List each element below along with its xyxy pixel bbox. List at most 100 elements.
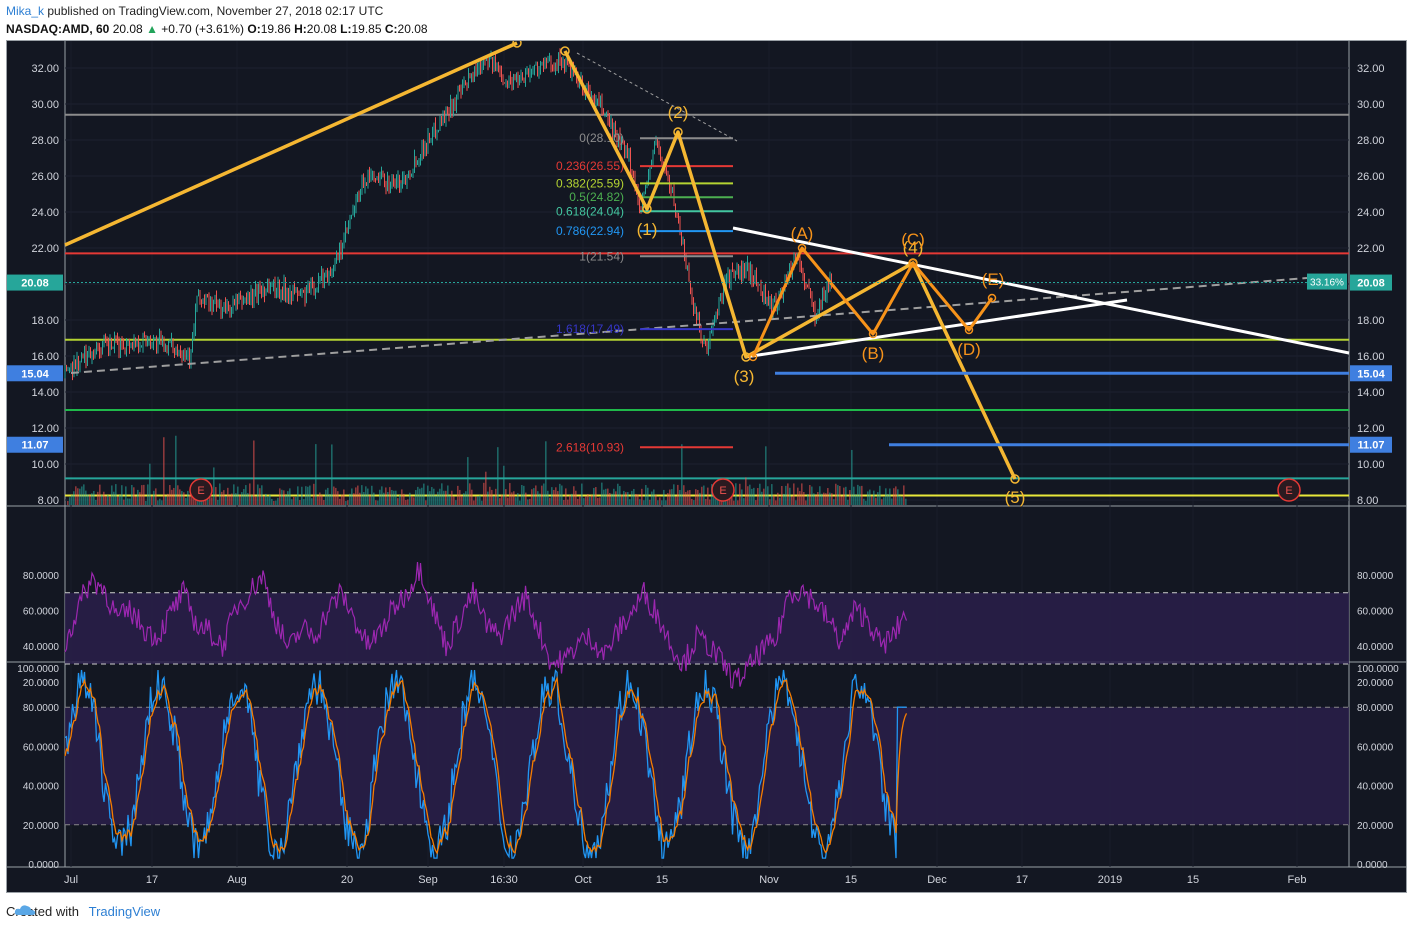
dashed-trendline xyxy=(70,277,1308,374)
stoch-y-tick-right: 20.0000 xyxy=(1357,821,1394,832)
blue-level-tag-text: 11.07 xyxy=(1358,440,1385,452)
volume-bar xyxy=(601,482,603,505)
volume-bar xyxy=(613,488,615,505)
x-tick-label: 17 xyxy=(1016,874,1028,886)
x-tick-label: 20 xyxy=(341,874,353,886)
triangle-lower-line xyxy=(744,298,1128,359)
wave-point-marker xyxy=(797,243,807,253)
x-tick-label: Oct xyxy=(574,874,591,886)
y-tick-left: 22.00 xyxy=(31,243,59,255)
volume-bar xyxy=(99,484,101,505)
volume-bar xyxy=(807,494,809,505)
volume-bar xyxy=(577,498,579,505)
earnings-icon-label: E xyxy=(197,485,204,497)
chart-area[interactable]: 32.00 32.00 30.00 30.00 28.00 28.00 26.00 26.00… xyxy=(6,40,1407,893)
y-tick-right: 30.00 xyxy=(1357,99,1385,111)
volume-bar xyxy=(233,484,235,505)
volume-bar xyxy=(117,496,119,505)
volume-bar xyxy=(569,495,571,505)
volume-bar xyxy=(433,488,435,505)
volume-bar xyxy=(429,491,431,505)
blue-level-tag-left xyxy=(7,365,63,382)
volume-bar xyxy=(637,494,639,505)
volume-bar xyxy=(341,494,343,505)
volume-bar xyxy=(137,489,139,505)
volume-bar xyxy=(457,485,459,505)
volume-bar xyxy=(805,500,807,505)
volume-bar xyxy=(219,483,221,505)
volume-bar xyxy=(779,497,781,505)
volume-bar xyxy=(213,467,215,505)
volume-bar xyxy=(705,498,707,505)
stoch-y-tick-right: 100.0000 xyxy=(1357,664,1399,675)
volume-bar xyxy=(743,498,745,505)
volume-bar xyxy=(297,486,299,505)
volume-bar xyxy=(135,496,137,505)
rsi-y-tick-left: 40.0000 xyxy=(23,642,60,653)
volume-bar xyxy=(525,492,527,505)
rsi-y-tick-left: 60.0000 xyxy=(23,607,60,618)
elliott-abcde-label: (E) xyxy=(982,270,1005,289)
volume-bar xyxy=(407,499,409,505)
volume-bar xyxy=(615,491,617,505)
volume-bar xyxy=(323,500,325,505)
volume-bar xyxy=(265,493,267,505)
volume-bar xyxy=(661,500,663,505)
volume-bar xyxy=(165,496,167,505)
volume-bar xyxy=(605,488,607,505)
y-tick-right: 16.00 xyxy=(1357,351,1385,363)
volume-bar xyxy=(251,494,253,505)
volume-bar xyxy=(625,492,627,505)
symbol-name[interactable]: NASDAQ:AMD, 60 xyxy=(6,22,110,36)
tradingview-link[interactable]: TradingView xyxy=(88,904,161,919)
volume-bar xyxy=(393,490,395,505)
volume-bar xyxy=(791,496,793,505)
volume-bar xyxy=(279,488,281,505)
volume-bar xyxy=(201,500,203,505)
volume-bar xyxy=(283,490,285,505)
volume-bar xyxy=(709,499,711,505)
volume-bar xyxy=(739,483,741,505)
volume-bar xyxy=(485,471,487,505)
volume-bar xyxy=(261,485,263,505)
y-tick-left: 26.00 xyxy=(31,171,59,183)
author-link[interactable]: Mika_k xyxy=(6,4,45,18)
volume-bar xyxy=(181,490,183,505)
volume-bar xyxy=(687,490,689,505)
volume-bar xyxy=(69,497,71,505)
volume-bar xyxy=(83,484,85,505)
volume-bar xyxy=(157,500,159,505)
volume-bar xyxy=(899,495,901,505)
open-label: O: xyxy=(247,22,261,36)
volume-bar xyxy=(695,489,697,505)
volume-bar xyxy=(163,437,165,505)
volume-bar xyxy=(377,500,379,505)
volume-bar xyxy=(397,498,399,505)
volume-bar xyxy=(441,483,443,505)
volume-bar xyxy=(593,487,595,505)
volume-bar xyxy=(205,498,207,505)
volume-bar xyxy=(539,493,541,505)
volume-bar xyxy=(535,485,537,505)
volume-bar xyxy=(885,488,887,505)
x-tick-label: Dec xyxy=(927,874,947,886)
volume-bar xyxy=(787,483,789,505)
volume-bar xyxy=(365,486,367,505)
y-tick-left: 10.00 xyxy=(31,459,59,471)
volume-bar xyxy=(707,487,709,505)
chart-canvas[interactable]: 32.00 32.00 30.00 30.00 28.00 28.00 26.00 26.00… xyxy=(7,41,1407,893)
volume-bar xyxy=(621,494,623,505)
volume-bar xyxy=(581,483,583,505)
volume-bar xyxy=(301,486,303,505)
volume-bar xyxy=(91,493,93,505)
volume-bar xyxy=(487,491,489,505)
volume-bar xyxy=(887,493,889,505)
volume-bar xyxy=(391,489,393,505)
volume-bar xyxy=(175,435,177,505)
percent-change-tag-text: 33.16% xyxy=(1310,278,1344,289)
elliott-main-label: (2) xyxy=(668,103,689,122)
volume-bar xyxy=(479,495,481,505)
x-tick-label: 2019 xyxy=(1098,874,1122,886)
volume-bar xyxy=(527,499,529,505)
volume-bar xyxy=(127,498,129,505)
